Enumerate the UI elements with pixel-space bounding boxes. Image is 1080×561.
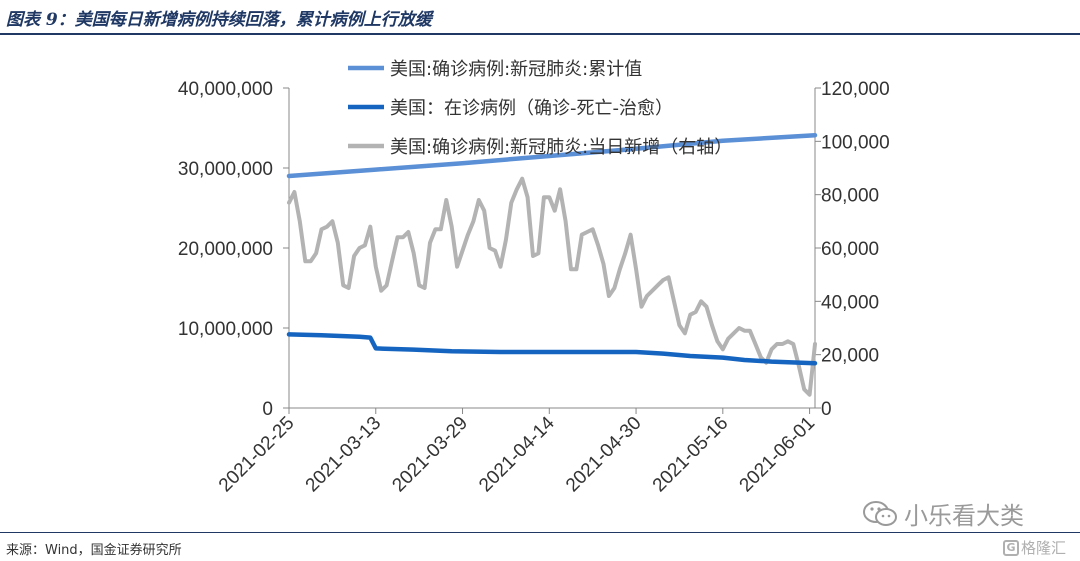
series-active-line — [286, 332, 818, 366]
x-axis-tick-label: 2021-03-13 — [302, 413, 386, 497]
x-axis-tick-label: 2021-02-25 — [215, 413, 299, 497]
title-divider — [0, 33, 1080, 35]
brand-logo-icon: G — [1003, 539, 1019, 556]
title-bar: 图表 9：美国每日新增病例持续回落，累计病例上行放缓 — [0, 0, 1080, 35]
x-axis-tick-label: 2021-06-01 — [736, 413, 820, 497]
chart-title: 图表 9：美国每日新增病例持续回落，累计病例上行放缓 — [6, 10, 432, 30]
series-cumulative-line — [286, 132, 818, 179]
brand-text: 格隆汇 — [1021, 539, 1067, 557]
watermark: 小乐看大类 — [862, 496, 1024, 531]
chart-svg: 0 10,000,000 20,000,000 30,000,000 40,000,00… — [178, 59, 890, 497]
legend-label-3: 美国:确诊病例:新冠肺炎:当日新增（右轴） — [390, 137, 732, 158]
right-axis-tick-label: 40,000 — [821, 292, 879, 313]
right-axis-tick-label: 0 — [821, 399, 832, 420]
left-axis-tick-label: 10,000,000 — [178, 319, 273, 340]
right-axis-tick-label: 20,000 — [821, 346, 879, 367]
series-layer — [286, 132, 818, 397]
x-axis-tick-label: 2021-03-29 — [388, 413, 472, 497]
left-axis-tick-label: 20,000,000 — [178, 239, 273, 260]
left-axis-tick-label: 40,000,000 — [178, 79, 273, 100]
left-axis-tick-label: 30,000,000 — [178, 159, 273, 180]
wechat-icon — [863, 500, 897, 526]
x-axis-tick-label: 2021-04-30 — [562, 413, 646, 497]
legend-label-2: 美国：在诊病例（确诊-死亡-治愈） — [390, 98, 673, 119]
series-daily-line — [287, 176, 817, 397]
right-axis-tick-label: 120,000 — [821, 79, 890, 100]
left-axis-tick-label: 0 — [262, 399, 273, 420]
right-axis-tick-label: 100,000 — [821, 132, 890, 153]
brand-mark: G 格隆汇 — [1003, 537, 1066, 558]
watermark-text: 小乐看大类 — [904, 502, 1024, 530]
x-axis-tick-label: 2021-04-14 — [475, 412, 559, 496]
right-axis-tick-label: 60,000 — [821, 239, 879, 260]
right-axis-tick-label: 80,000 — [821, 186, 879, 207]
legend-label-1: 美国:确诊病例:新冠肺炎:累计值 — [390, 59, 642, 80]
source-note: 来源：Wind，国金证券研究所 — [6, 543, 182, 558]
x-axis-tick-label: 2021-05-16 — [649, 413, 733, 497]
footer-divider — [0, 532, 1080, 533]
